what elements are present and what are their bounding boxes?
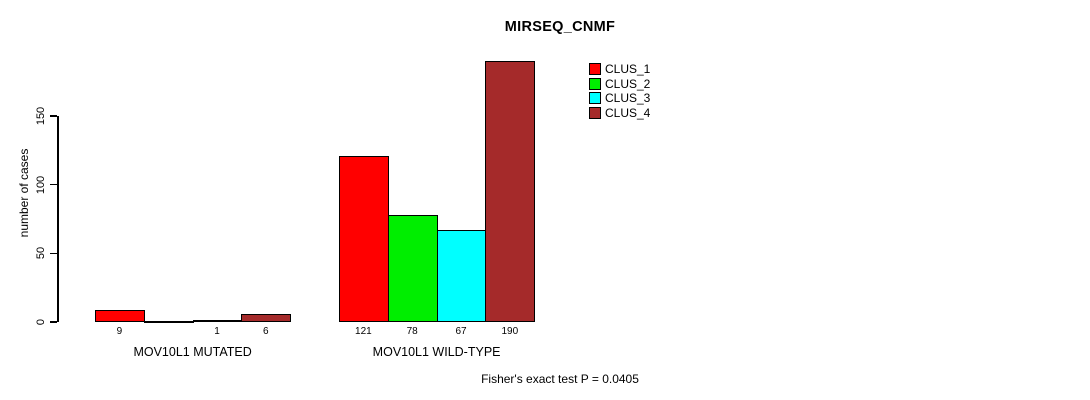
y-tick-label: 100 xyxy=(35,175,47,194)
legend-swatch-clus_3 xyxy=(589,92,601,104)
y-tick-mark xyxy=(50,321,57,323)
bar-value-label: 1 xyxy=(214,326,220,337)
bar-value-label: 67 xyxy=(455,326,467,337)
bar-value-label: 78 xyxy=(406,326,418,337)
y-tick-mark xyxy=(50,183,57,186)
bar-clus_2-wildtype xyxy=(387,215,438,322)
legend-swatch-clus_2 xyxy=(589,77,601,90)
y-tick-mark xyxy=(50,252,57,255)
bar-value-label: 121 xyxy=(355,326,372,337)
chart-title: MIRSEQ_CNMF xyxy=(504,19,616,35)
bar-clus_2-mutated xyxy=(143,321,194,323)
legend-swatch-clus_1 xyxy=(589,63,601,75)
legend-label: CLUS_2 xyxy=(605,76,651,91)
bar-clus_4-wildtype xyxy=(485,61,536,322)
y-tick-mark xyxy=(50,115,57,117)
y-axis-line xyxy=(57,116,59,322)
bar-clus_3-mutated xyxy=(192,320,243,322)
legend-label: CLUS_4 xyxy=(605,105,651,120)
bar-value-label: 9 xyxy=(116,326,123,337)
y-tick-label: 150 xyxy=(35,106,47,126)
bar-clus_1-wildtype xyxy=(339,156,389,322)
statistical-test-annotation: Fisher's exact test P = 0.0405 xyxy=(481,372,639,386)
y-tick-label: 0 xyxy=(35,318,47,326)
x-category-label: MOV10L1 WILD-TYPE xyxy=(372,345,501,359)
bar-value-label: 190 xyxy=(501,326,519,337)
legend-label: CLUS_1 xyxy=(605,62,651,76)
x-category-label: MOV10L1 MUTATED xyxy=(133,345,252,359)
bar-value-label: 6 xyxy=(263,326,269,337)
bar-clus_4-mutated xyxy=(241,314,292,322)
bar-clus_3-wildtype xyxy=(436,230,487,322)
bar-clus_1-mutated xyxy=(95,310,145,322)
legend-label: CLUS_3 xyxy=(605,91,651,105)
legend-swatch-clus_4 xyxy=(589,106,601,119)
y-tick-label: 50 xyxy=(35,247,47,260)
